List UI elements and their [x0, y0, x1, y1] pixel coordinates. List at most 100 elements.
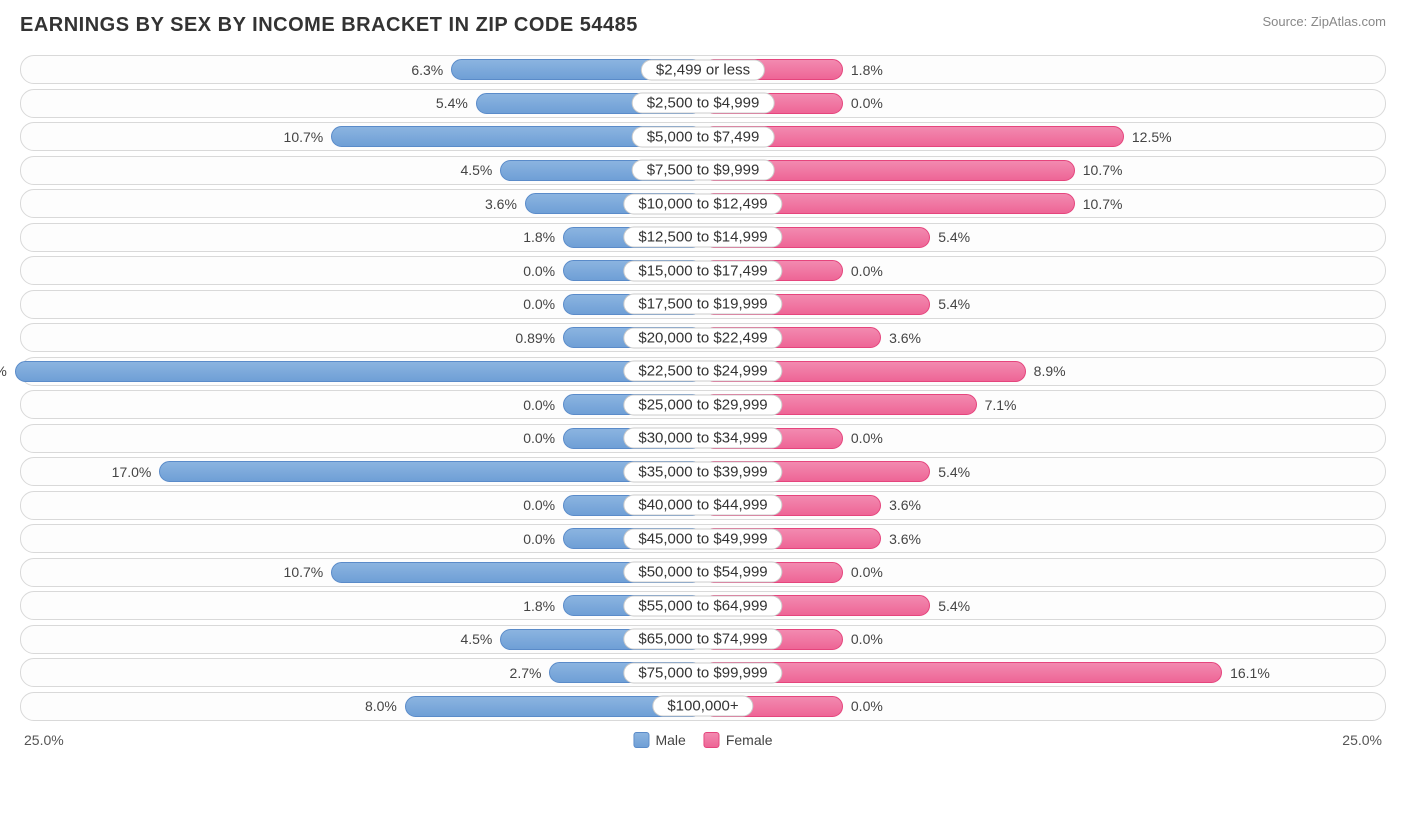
bracket-label: $40,000 to $44,999	[623, 495, 782, 516]
pct-label-male: 10.7%	[284, 129, 324, 145]
pct-label-female: 3.6%	[889, 497, 921, 513]
bracket-label: $20,000 to $22,499	[623, 327, 782, 348]
row-right-half: 0.0%	[703, 693, 1385, 720]
axis-label-right: 25.0%	[1342, 732, 1382, 748]
chart-title: EARNINGS BY SEX BY INCOME BRACKET IN ZIP…	[20, 14, 638, 37]
bracket-label: $17,500 to $19,999	[623, 294, 782, 315]
pct-label-male: 4.5%	[460, 162, 492, 178]
bracket-label: $12,500 to $14,999	[623, 227, 782, 248]
bracket-label: $30,000 to $34,999	[623, 428, 782, 449]
pct-label-male: 4.5%	[460, 631, 492, 647]
bracket-label: $100,000+	[652, 696, 753, 717]
legend-male-label: Male	[655, 732, 685, 748]
row-track: 6.3%1.8%$2,499 or less	[20, 55, 1386, 84]
row-left-half: 2.7%	[21, 659, 703, 686]
bracket-label: $15,000 to $17,499	[623, 260, 782, 281]
row-track: 22.3%8.9%$22,500 to $24,999	[20, 357, 1386, 386]
row-right-half: 5.4%	[703, 458, 1385, 485]
row-right-half: 0.0%	[703, 90, 1385, 117]
pct-label-female: 0.0%	[851, 631, 883, 647]
chart-header: EARNINGS BY SEX BY INCOME BRACKET IN ZIP…	[20, 14, 1386, 37]
row-track: 0.89% 3.6% $20,000 to $22,499	[20, 323, 1386, 352]
pct-label-male: 3.6%	[485, 196, 517, 212]
row-left-half: 0.0%	[21, 257, 703, 284]
pct-label-male: 22.3%	[0, 363, 7, 379]
row-left-half: 17.0%	[21, 458, 703, 485]
bracket-label: $2,500 to $4,999	[632, 93, 775, 114]
legend-item-female: Female	[704, 732, 773, 748]
row-right-half: 0.0%	[703, 626, 1385, 653]
row-left-half: 1.8%	[21, 224, 703, 251]
row-left-half: 10.7%	[21, 123, 703, 150]
row-right-half: 10.7%	[703, 190, 1385, 217]
row-right-half: 1.8%	[703, 56, 1385, 83]
row-right-half: 0.0%	[703, 559, 1385, 586]
pct-label-female: 3.6%	[889, 531, 921, 547]
pct-label-female: 16.1%	[1230, 665, 1270, 681]
bracket-label: $45,000 to $49,999	[623, 528, 782, 549]
row-left-half: 3.6%	[21, 190, 703, 217]
chart-area: 6.3%1.8%$2,499 or less5.4%0.0%$2,500 to …	[20, 55, 1386, 721]
pct-label-male: 0.0%	[523, 497, 555, 513]
pct-label-female: 12.5%	[1132, 129, 1172, 145]
pct-label-male: 0.89%	[515, 330, 555, 346]
row-right-half: 5.4%	[703, 291, 1385, 318]
pct-label-female: 10.7%	[1083, 196, 1123, 212]
pct-label-female: 3.6%	[889, 330, 921, 346]
pct-label-female: 0.0%	[851, 263, 883, 279]
pct-label-female: 0.0%	[851, 698, 883, 714]
pct-label-female: 0.0%	[851, 564, 883, 580]
legend-female-label: Female	[726, 732, 773, 748]
row-track: 10.7%0.0%$50,000 to $54,999	[20, 558, 1386, 587]
row-left-half: 5.4%	[21, 90, 703, 117]
pct-label-female: 8.9%	[1034, 363, 1066, 379]
row-track: 1.8%5.4%$55,000 to $64,999	[20, 591, 1386, 620]
row-right-half: 0.0%	[703, 425, 1385, 452]
pct-label-female: 7.1%	[985, 397, 1017, 413]
bar-male	[15, 361, 703, 382]
row-right-half: 5.4%	[703, 592, 1385, 619]
row-right-half: 5.4%	[703, 224, 1385, 251]
pct-label-female: 5.4%	[938, 464, 970, 480]
row-right-half: 12.5%	[703, 123, 1385, 150]
pct-label-female: 0.0%	[851, 95, 883, 111]
row-left-half: 0.0%	[21, 525, 703, 552]
row-left-half: 0.0%	[21, 391, 703, 418]
bar-male	[159, 461, 703, 482]
pct-label-male: 1.8%	[523, 229, 555, 245]
bracket-label: $50,000 to $54,999	[623, 562, 782, 583]
row-track: 5.4% 0.0% $2,500 to $4,999	[20, 89, 1386, 118]
row-left-half: 8.0%	[21, 693, 703, 720]
bracket-label: $7,500 to $9,999	[632, 160, 775, 181]
bracket-label: $22,500 to $24,999	[623, 361, 782, 382]
bracket-label: $10,000 to $12,499	[623, 193, 782, 214]
legend: Male Female	[633, 732, 772, 748]
row-left-half: 0.0%	[21, 291, 703, 318]
row-track: 1.8% 5.4% $12,500 to $14,999	[20, 223, 1386, 252]
row-left-half: 1.8%	[21, 592, 703, 619]
pct-label-male: 0.0%	[523, 430, 555, 446]
swatch-male-icon	[633, 732, 649, 748]
row-track: 4.5%0.0%$65,000 to $74,999	[20, 625, 1386, 654]
pct-label-male: 5.4%	[436, 95, 468, 111]
row-track: 10.7% 12.5% $5,000 to $7,499	[20, 122, 1386, 151]
row-right-half: 16.1%	[703, 659, 1385, 686]
row-right-half: 10.7%	[703, 157, 1385, 184]
pct-label-male: 8.0%	[365, 698, 397, 714]
row-right-half: 3.6%	[703, 492, 1385, 519]
pct-label-female: 5.4%	[938, 229, 970, 245]
row-left-half: 6.3%	[21, 56, 703, 83]
axis-label-left: 25.0%	[24, 732, 64, 748]
row-left-half: 0.0%	[21, 492, 703, 519]
bracket-label: $5,000 to $7,499	[632, 126, 775, 147]
row-right-half: 8.9%	[703, 358, 1385, 385]
bracket-label: $25,000 to $29,999	[623, 394, 782, 415]
row-left-half: 0.0%	[21, 425, 703, 452]
row-track: 4.5% 10.7%$7,500 to $9,999	[20, 156, 1386, 185]
legend-item-male: Male	[633, 732, 685, 748]
row-track: 0.0% 3.6% $40,000 to $44,999	[20, 491, 1386, 520]
pct-label-male: 0.0%	[523, 531, 555, 547]
row-track: 17.0%5.4%$35,000 to $39,999	[20, 457, 1386, 486]
pct-label-male: 0.0%	[523, 397, 555, 413]
row-track: 0.0%0.0%$15,000 to $17,499	[20, 256, 1386, 285]
